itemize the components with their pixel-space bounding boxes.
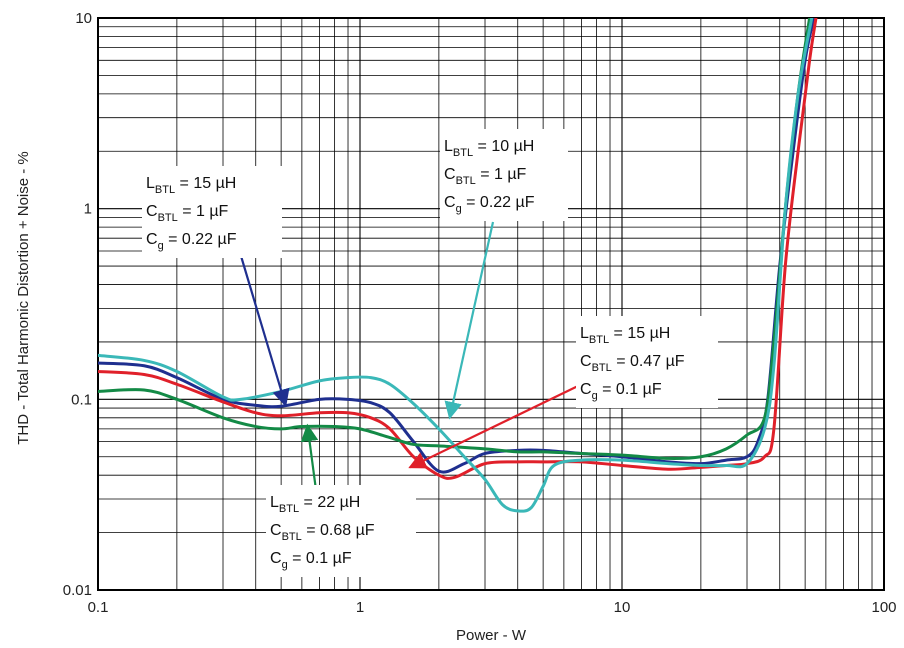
annotation-1: LBTL = 15 µH CBTL = 1 µF Cg = 0.22 µF: [142, 166, 290, 408]
annotation-arrow: [444, 221, 495, 420]
y-tick-label: 1: [84, 201, 92, 218]
x-axis-title: Power - W: [456, 627, 527, 644]
plot-background: [98, 18, 884, 590]
annotation-line: CBTL = 0.68 µF: [270, 522, 375, 543]
x-tick-label: 0.1: [88, 599, 109, 616]
annotation-line: Cg = 0.22 µF: [146, 231, 237, 252]
annotation-line: LBTL = 15 µH: [146, 175, 236, 196]
y-tick-label: 0.01: [63, 582, 92, 599]
annotation-line: CBTL = 1 µF: [146, 203, 229, 224]
annotation-box: [576, 316, 718, 408]
grid: [97, 17, 885, 591]
x-tick-label: 100: [871, 599, 896, 616]
annotation-line: Cg = 0.1 µF: [270, 550, 352, 571]
annotation-box: [266, 485, 416, 577]
annotation-line: LBTL = 22 µH: [270, 494, 360, 515]
annotation-line: CBTL = 0.47 µF: [580, 353, 685, 374]
annotation-arrow: [239, 255, 290, 408]
y-axis-title: THD - Total Harmonic Distortion + Noise …: [15, 151, 32, 445]
annotation-3: LBTL = 15 µH CBTL = 0.47 µF Cg = 0.1 µF: [408, 316, 718, 469]
annotation-line: Cg = 0.22 µF: [444, 194, 535, 215]
annotation-box: [440, 129, 568, 221]
y-tick-label: 10: [75, 10, 92, 27]
x-tick-label: 1: [356, 599, 364, 616]
x-tick-label: 10: [614, 599, 631, 616]
annotation-arrow: [300, 423, 319, 491]
series-line-2: [98, 18, 818, 480]
series-line-3: [98, 18, 812, 460]
annotation-arrow: [408, 385, 579, 469]
y-tick-label: 0.1: [71, 391, 92, 408]
annotation-4: LBTL = 22 µH CBTL = 0.68 µF Cg = 0.1 µF: [266, 423, 416, 577]
annotation-line: LBTL = 15 µH: [580, 325, 670, 346]
annotation-line: CBTL = 1 µF: [444, 166, 527, 187]
annotation-2: LBTL = 10 µH CBTL = 1 µF Cg = 0.22 µF: [440, 129, 568, 420]
annotation-line: Cg = 0.1 µF: [580, 381, 662, 402]
axis-layer: Power - W THD - Total Harmonic Distortio…: [15, 10, 897, 644]
annotation-line: LBTL = 10 µH: [444, 138, 534, 159]
plot-frame: [97, 17, 885, 591]
annotation-box: [142, 166, 282, 258]
